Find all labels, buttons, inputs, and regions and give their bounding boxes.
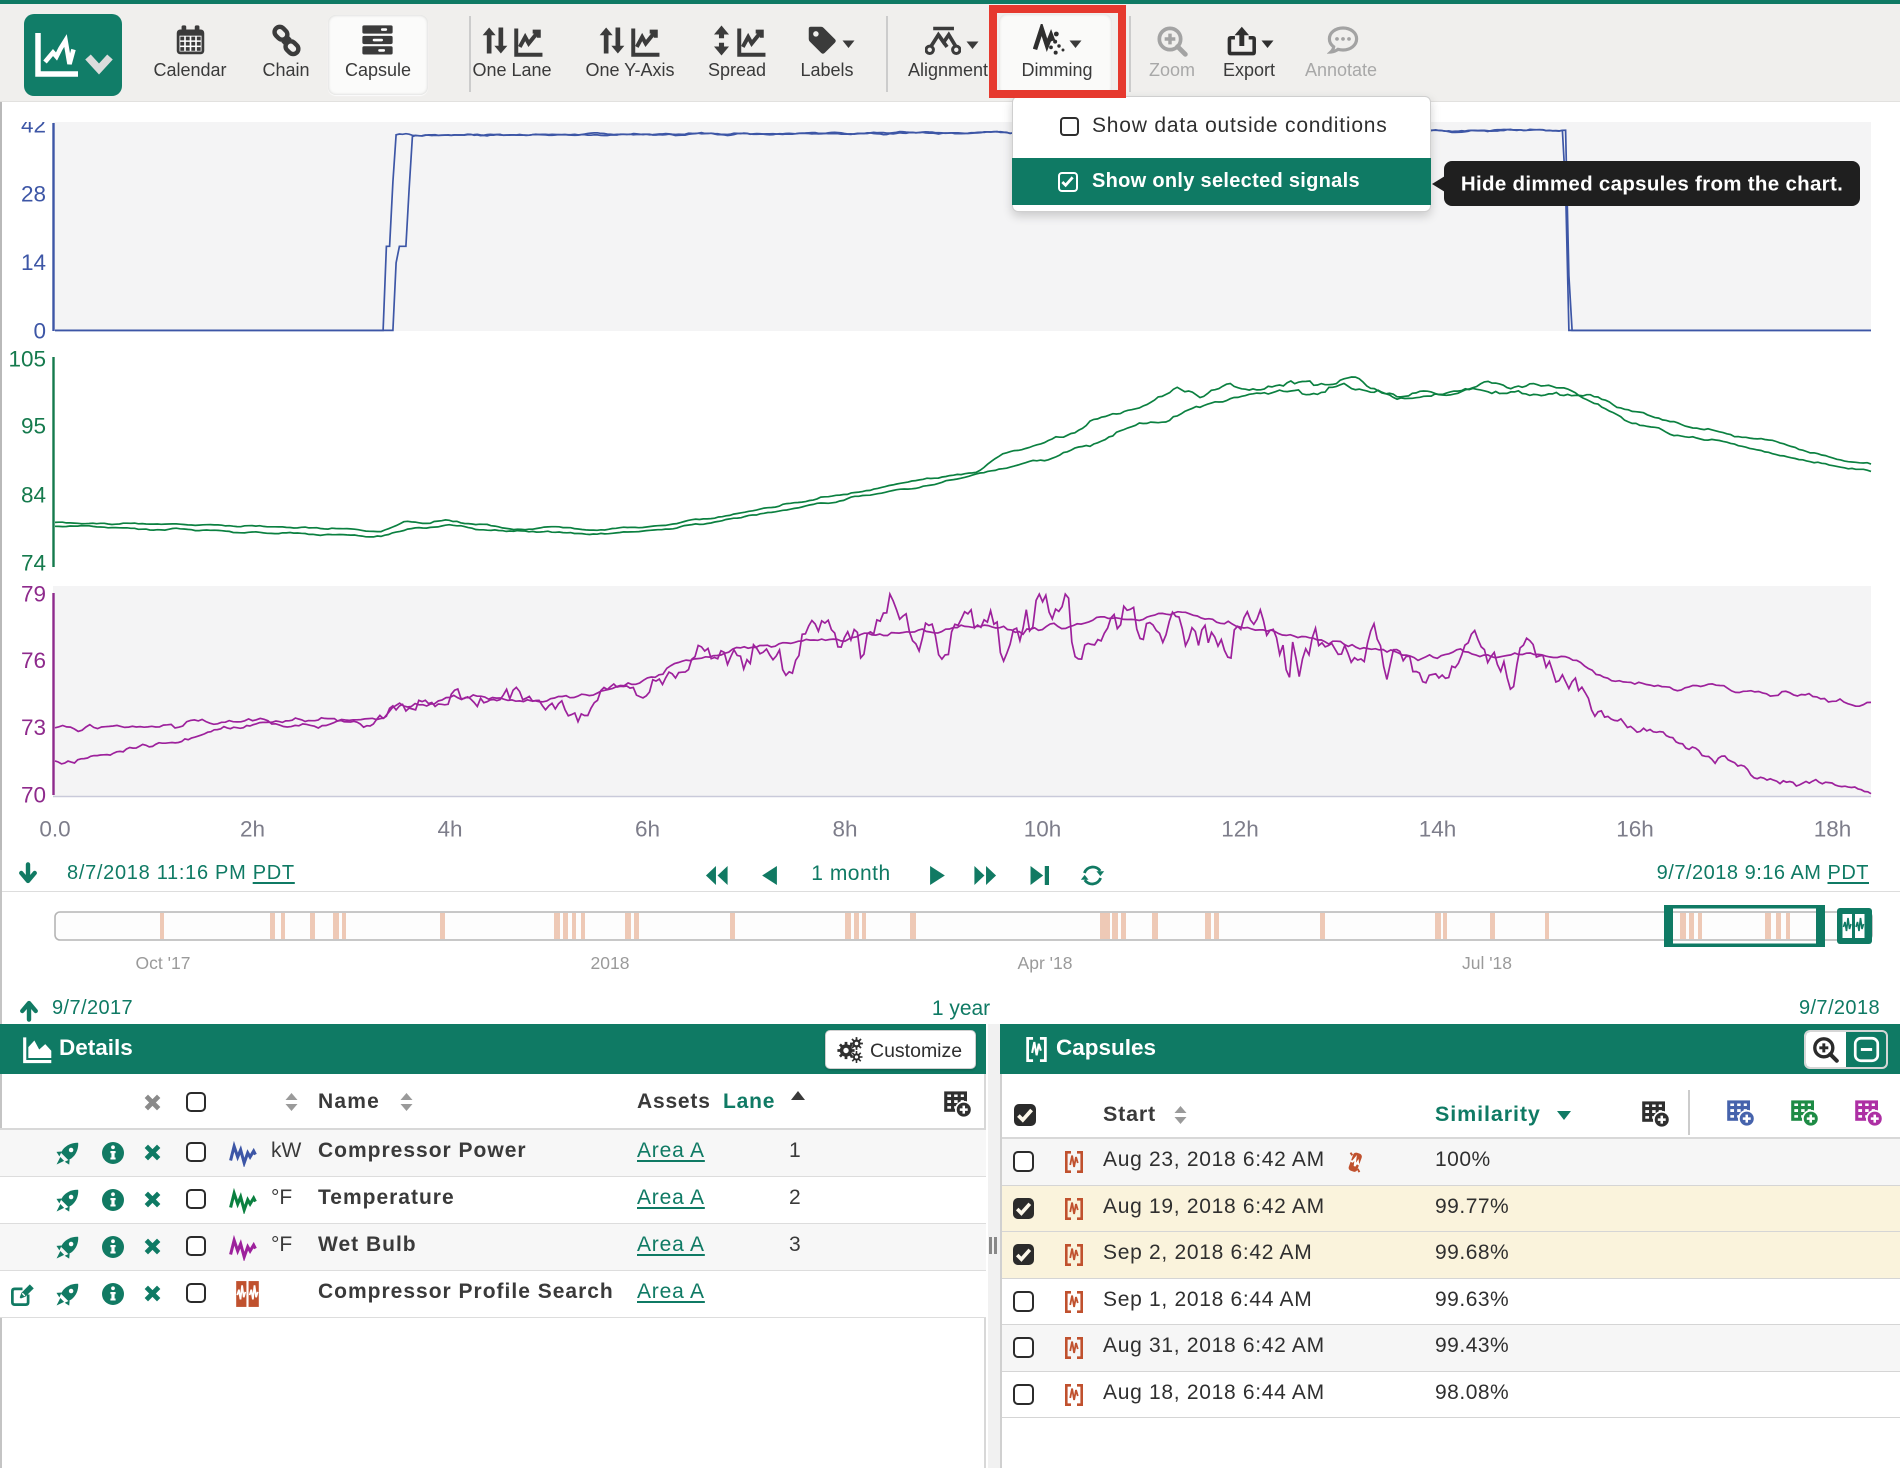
- svg-text:Oct '17: Oct '17: [136, 953, 191, 973]
- svg-text:42: 42: [21, 113, 46, 138]
- svg-text:28: 28: [21, 182, 46, 207]
- svg-text:74: 74: [21, 551, 46, 576]
- svg-text:95: 95: [21, 414, 46, 439]
- svg-text:16h: 16h: [1616, 817, 1654, 842]
- svg-text:14: 14: [21, 250, 46, 275]
- svg-text:84: 84: [21, 483, 46, 508]
- svg-text:10h: 10h: [1024, 817, 1062, 842]
- svg-text:Hide dimmed capsules from the: Hide dimmed capsules from the chart.: [1461, 173, 1843, 196]
- svg-text:70: 70: [21, 783, 46, 808]
- svg-text:79: 79: [21, 582, 46, 607]
- svg-text:4h: 4h: [437, 817, 462, 842]
- svg-text:105: 105: [8, 347, 46, 372]
- svg-text:8h: 8h: [832, 817, 857, 842]
- svg-text:2018: 2018: [591, 953, 630, 973]
- svg-text:2h: 2h: [240, 817, 265, 842]
- svg-text:12h: 12h: [1221, 817, 1259, 842]
- svg-text:0: 0: [33, 319, 46, 344]
- svg-text:73: 73: [21, 715, 46, 740]
- svg-text:Jul '18: Jul '18: [1462, 953, 1512, 973]
- svg-text:0.0: 0.0: [39, 817, 70, 842]
- svg-text:6h: 6h: [635, 817, 660, 842]
- svg-text:14h: 14h: [1419, 817, 1457, 842]
- svg-text:Apr '18: Apr '18: [1018, 953, 1073, 973]
- svg-text:76: 76: [21, 648, 46, 673]
- svg-text:18h: 18h: [1814, 817, 1852, 842]
